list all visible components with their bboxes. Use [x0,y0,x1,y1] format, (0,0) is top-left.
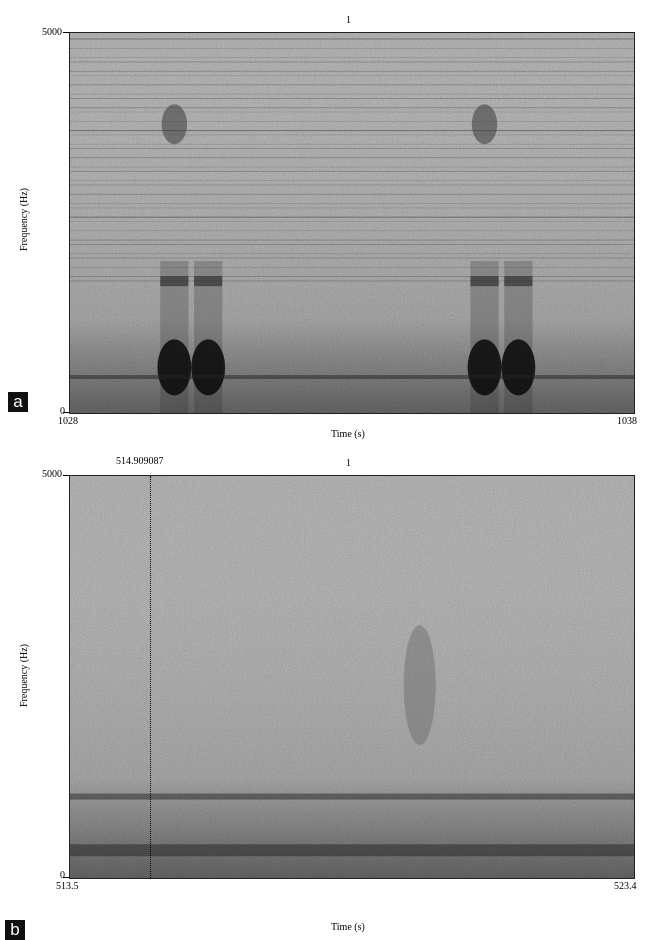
call-event-1 [157,104,192,413]
panel-label-b: b [5,920,25,940]
call-event-4 [501,261,536,413]
spectrogram-panel-a: 1 5000 0 Frequency (Hz) a 1028 1038 Time… [8,15,637,440]
spectrogram-b [69,475,635,879]
low-frequency-shading [70,33,634,413]
low-frequency-band [70,375,634,379]
cursor-time-label: 514.909087 [116,456,164,467]
chart-title-b: 1 [346,458,351,469]
time-cursor-line[interactable] [150,476,152,878]
faint-call [403,625,436,746]
y-tick-min-b: 0 [60,870,65,881]
y-tick-max-b: 5000 [42,469,62,480]
spectrogram-a [69,32,635,414]
y-tick-max-a: 5000 [42,27,62,38]
harmonic-lines [70,38,634,282]
y-axis-label-b: Frequency (Hz) [19,643,31,708]
y-tick-mark-max-b [63,475,69,476]
spectrogram-plot-b [70,476,634,878]
x-tick-max-b: 523.4 [614,881,637,892]
x-tick-min-a: 1028 [58,416,78,427]
y-tick-mark-min-a [63,412,69,413]
low-frequency-band [70,844,634,857]
tonal-band [70,793,634,800]
spectrogram-panel-b: 514.909087 1 5000 0 Frequency (Hz) 513.5… [0,446,647,940]
call-event-2 [191,261,226,413]
chart-title-a: 1 [346,15,351,26]
y-tick-mark-max-a [63,32,69,33]
x-axis-label-b: Time (s) [331,922,365,933]
low-frequency-shading [70,476,634,878]
x-tick-max-a: 1038 [617,416,637,427]
spectrogram-plot-a [70,33,634,413]
x-axis-label-a: Time (s) [331,429,365,440]
y-tick-mark-min-b [63,877,69,878]
y-tick-min-a: 0 [60,406,65,417]
call-event-3 [467,104,502,413]
y-axis-label-a: Frequency (Hz) [19,187,31,252]
panel-label-a: a [8,392,28,412]
x-tick-min-b: 513.5 [56,881,79,892]
